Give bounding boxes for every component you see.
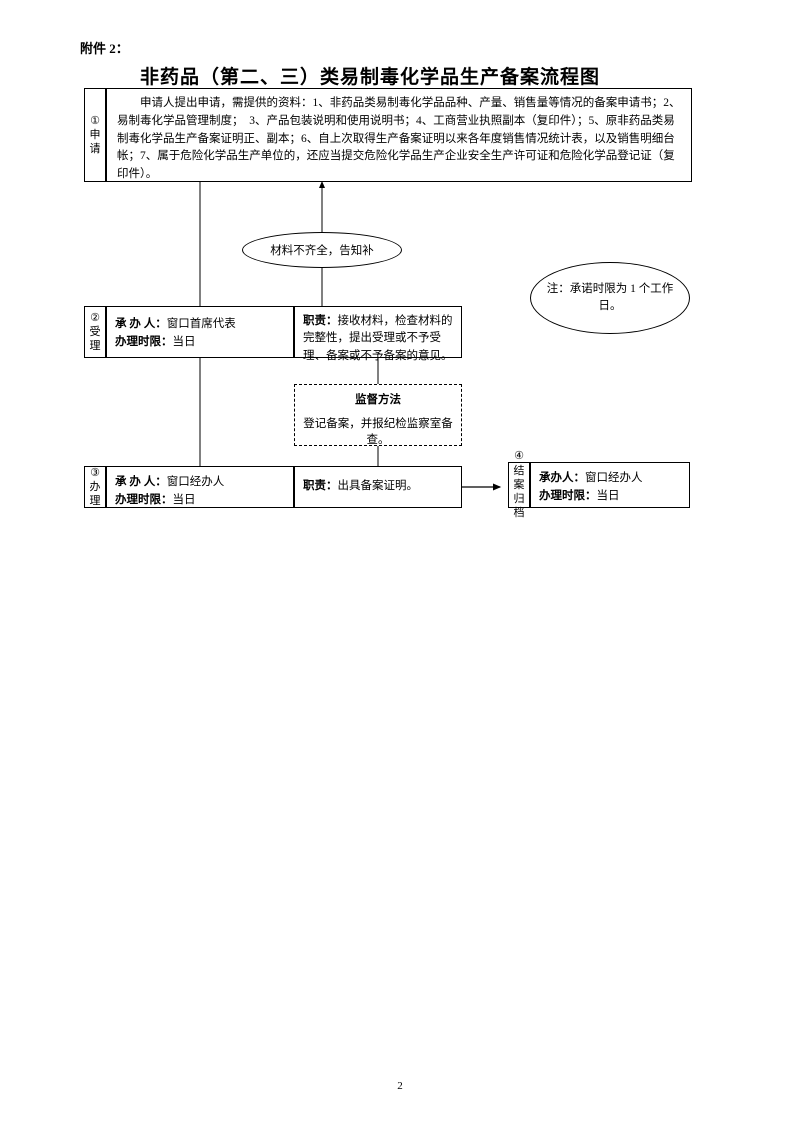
step3-duty-label: 职责： xyxy=(303,480,338,492)
step1-labeltext: 申请 xyxy=(90,128,101,157)
step1-num: ① xyxy=(90,114,100,128)
step2-duty-label: 职责： xyxy=(303,315,338,327)
step2-deadline-value: 当日 xyxy=(173,336,196,348)
step4-deadline-value: 当日 xyxy=(597,490,620,502)
attachment-label: 附件 2： xyxy=(80,38,129,57)
step1-label: ① 申请 xyxy=(84,88,106,182)
step3-left-box: 承 办 人：窗口经办人 办理时限：当日 xyxy=(106,466,294,508)
step4-handler-value: 窗口经办人 xyxy=(585,472,643,484)
step4-label: ④ 结案归档 xyxy=(508,462,530,508)
feedback-text: 材料不齐全，告知补 xyxy=(270,242,374,258)
step3-deadline-value: 当日 xyxy=(173,494,196,506)
step1-content: 申请人提出申请，需提供的资料：1、非药品类易制毒化学品品种、产量、销售量等情况的… xyxy=(117,97,681,180)
step1-box: 申请人提出申请，需提供的资料：1、非药品类易制毒化学品品种、产量、销售量等情况的… xyxy=(106,88,692,182)
step4-labeltext: 结案归档 xyxy=(514,464,525,521)
step3-label: ③ 办理 xyxy=(84,466,106,508)
step2-handler-value: 窗口首席代表 xyxy=(167,318,236,330)
step3-right-box: 职责：出具备案证明。 xyxy=(294,466,462,508)
supervision-text: 登记备案，并报纪检监察室备查。 xyxy=(303,415,453,447)
note-text: 注：承诺时限为 1 个工作日。 xyxy=(545,281,675,316)
step2-label: ② 受理 xyxy=(84,306,106,358)
step2-left-box: 承 办 人：窗口首席代表 办理时限：当日 xyxy=(106,306,294,358)
step4-handler-label: 承办人： xyxy=(539,472,585,484)
step2-labeltext: 受理 xyxy=(90,325,101,354)
step3-handler-value: 窗口经办人 xyxy=(167,476,225,488)
step3-labeltext: 办理 xyxy=(90,480,101,509)
step3-num: ③ xyxy=(90,466,100,480)
note-ellipse: 注：承诺时限为 1 个工作日。 xyxy=(530,262,690,334)
step2-num: ② xyxy=(90,311,100,325)
step4-num: ④ xyxy=(514,449,524,463)
step3-deadline-label: 办理时限： xyxy=(115,494,173,506)
step2-handler-label: 承 办 人： xyxy=(115,318,167,330)
page-number: 2 xyxy=(397,1080,403,1092)
feedback-ellipse: 材料不齐全，告知补 xyxy=(242,232,402,268)
supervision-box: 监督方法 登记备案，并报纪检监察室备查。 xyxy=(294,384,462,446)
step3-duty-text: 出具备案证明。 xyxy=(338,480,419,492)
step4-box: 承办人：窗口经办人 办理时限：当日 xyxy=(530,462,690,508)
step2-deadline-label: 办理时限： xyxy=(115,336,173,348)
step2-right-box: 职责：接收材料，检查材料的完整性，提出受理或不予受理、备案或不予备案的意见。 xyxy=(294,306,462,358)
step4-deadline-label: 办理时限： xyxy=(539,490,597,502)
step3-handler-label: 承 办 人： xyxy=(115,476,167,488)
page-title: 非药品（第二、三）类易制毒化学品生产备案流程图 xyxy=(140,62,600,89)
supervision-heading: 监督方法 xyxy=(303,391,453,407)
